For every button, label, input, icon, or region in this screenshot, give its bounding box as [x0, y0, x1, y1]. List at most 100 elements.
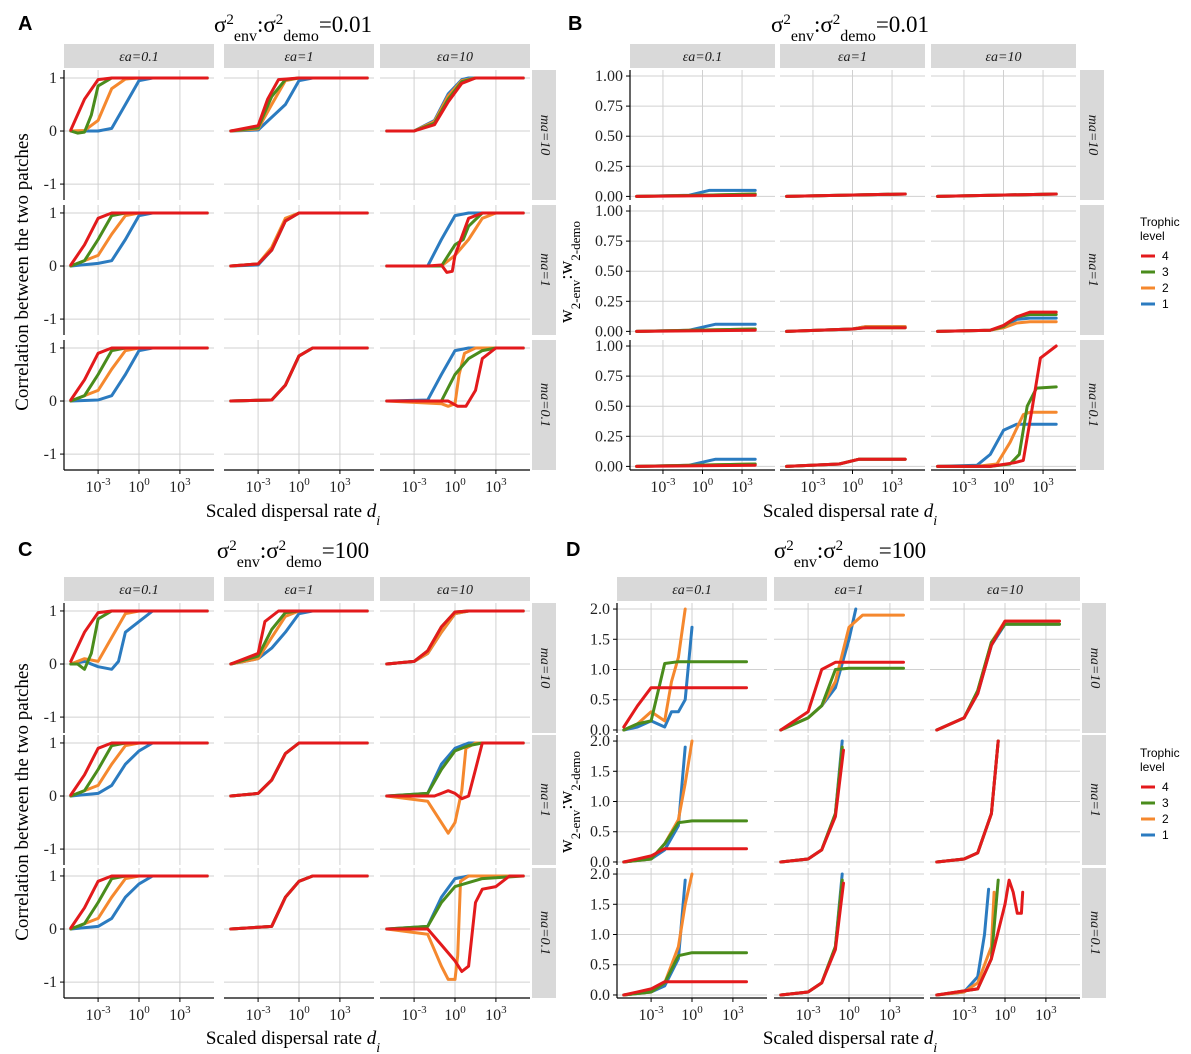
row-strip-label: ma=1	[1085, 253, 1100, 287]
cell-0-2	[380, 603, 530, 733]
series-line-level-4	[229, 76, 369, 133]
col-strip-label: εa=0.1	[119, 50, 158, 65]
cell-0-1	[224, 70, 374, 200]
legend-item-label: 4	[1162, 780, 1169, 794]
cell-0-2	[931, 70, 1076, 200]
x-tick-label: 10-3	[402, 1004, 428, 1024]
y-tick-label: 1.5	[590, 631, 610, 648]
series-line-level-4	[935, 619, 1061, 732]
row-strip-label: ma=0.1	[537, 911, 552, 955]
y-tick-label: 2.0	[590, 601, 610, 618]
y-axis-label: Correlation between the two patches	[12, 663, 33, 941]
series-line-level-4	[936, 344, 1058, 468]
x-tick-label: 103	[1035, 1004, 1057, 1024]
x-tick-label: 100	[681, 1004, 703, 1024]
panel-label: D	[566, 539, 580, 561]
row-strip-label: ma=10	[537, 648, 552, 689]
legend-title: level	[1140, 760, 1165, 774]
y-tick-label: 0.75	[595, 368, 623, 385]
row-strip	[1080, 340, 1104, 470]
col-strip	[224, 44, 374, 68]
y-tick-label: 2.0	[590, 733, 610, 750]
y-axis-label: Correlation between the two patches	[12, 133, 33, 411]
series-line-level-3	[936, 385, 1058, 468]
series-line-level-4	[779, 748, 845, 864]
x-tick-label: 100	[444, 1004, 466, 1024]
x-tick-label: 100	[128, 1004, 150, 1024]
col-strip-label: εa=1	[285, 50, 314, 65]
series-line-level-4	[385, 76, 525, 133]
col-strip	[380, 44, 530, 68]
panel-title: σ2env:σ2demo=0.01	[214, 12, 372, 45]
cell-2-1: 10-3 100 103	[774, 868, 924, 1024]
y-axis-label: w2-env:w2-demo	[556, 221, 583, 323]
series-line-level-4	[385, 741, 525, 801]
row-strip-label: ma=0.1	[537, 383, 552, 427]
x-axis-label: Scaled dispersal rate di	[206, 501, 380, 529]
legend-title: Trophic	[1140, 215, 1180, 229]
cell-1-0: -1 0 1	[44, 735, 214, 865]
y-tick-label: 1	[49, 205, 57, 222]
panel-label: B	[568, 13, 582, 35]
legend-title: level	[1140, 229, 1165, 243]
cell-2-1: 10-3 100 103	[224, 340, 374, 496]
col-strip	[64, 44, 214, 68]
series-line-level-4	[229, 211, 369, 268]
cell-2-0: -1 0 1 10-3 100 103	[44, 340, 214, 496]
y-tick-label: 0	[49, 788, 57, 805]
series-line-level-4	[785, 457, 907, 468]
series-line-level-4	[229, 346, 369, 403]
col-strip-label: εa=10	[437, 583, 473, 598]
series-line-level-4	[635, 463, 757, 468]
series-line-level-1	[936, 422, 1058, 468]
series-line-level-4	[779, 881, 845, 997]
y-tick-label: 0.25	[595, 158, 623, 175]
col-strip-label: εa=10	[987, 583, 1023, 598]
series-line-level-4	[69, 211, 209, 267]
panel-title: σ2env:σ2demo=100	[217, 538, 369, 571]
x-tick-label: 10-3	[951, 476, 977, 496]
cell-2-0: -1 0 1 10-3 100 103	[44, 868, 214, 1024]
x-tick-label: 103	[722, 1004, 744, 1024]
x-axis-label: Scaled dispersal rate di	[763, 1028, 937, 1054]
y-tick-label: -1	[44, 709, 57, 726]
cell-2-2: 10-3 100 103	[930, 868, 1080, 1024]
series-line-level-4	[69, 76, 209, 132]
y-tick-label: 0.00	[595, 323, 623, 340]
series-line-level-1	[622, 745, 687, 864]
series-line-level-1	[622, 878, 687, 997]
series-line-level-4	[229, 741, 369, 798]
row-strip	[1080, 70, 1104, 200]
y-tick-label: 1.5	[590, 896, 610, 913]
x-tick-label: 100	[842, 476, 864, 496]
series-line-level-4	[385, 346, 525, 408]
y-axis-label: w2-env:w2-demo	[556, 751, 583, 853]
x-tick-label: 103	[879, 1004, 901, 1024]
series-line-level-4	[229, 874, 369, 931]
col-strip	[224, 577, 374, 601]
y-tick-label: 0.75	[595, 233, 623, 250]
series-line-level-4	[936, 192, 1058, 198]
row-strip-label: ma=1	[537, 253, 552, 287]
y-tick-label: 0.5	[590, 824, 610, 841]
y-tick-label: 0.00	[595, 188, 623, 205]
legend-item-label: 3	[1162, 796, 1169, 810]
series-line-level-4	[385, 874, 525, 973]
y-tick-label: 0.50	[595, 398, 623, 415]
series-line-level-4	[69, 346, 209, 402]
y-tick-label: 1.0	[590, 927, 610, 944]
cell-2-1: 10-3 100 103	[780, 340, 925, 496]
y-tick-label: 2.0	[590, 866, 610, 883]
panel-label: C	[18, 539, 32, 561]
cell-1-0: -1 0 1	[44, 205, 214, 335]
x-tick-label: 103	[1032, 476, 1054, 496]
x-tick-label: 10-3	[796, 1004, 822, 1024]
y-tick-label: 1.5	[590, 763, 610, 780]
x-tick-label: 10-3	[952, 1004, 978, 1024]
x-tick-label: 10-3	[86, 476, 112, 496]
